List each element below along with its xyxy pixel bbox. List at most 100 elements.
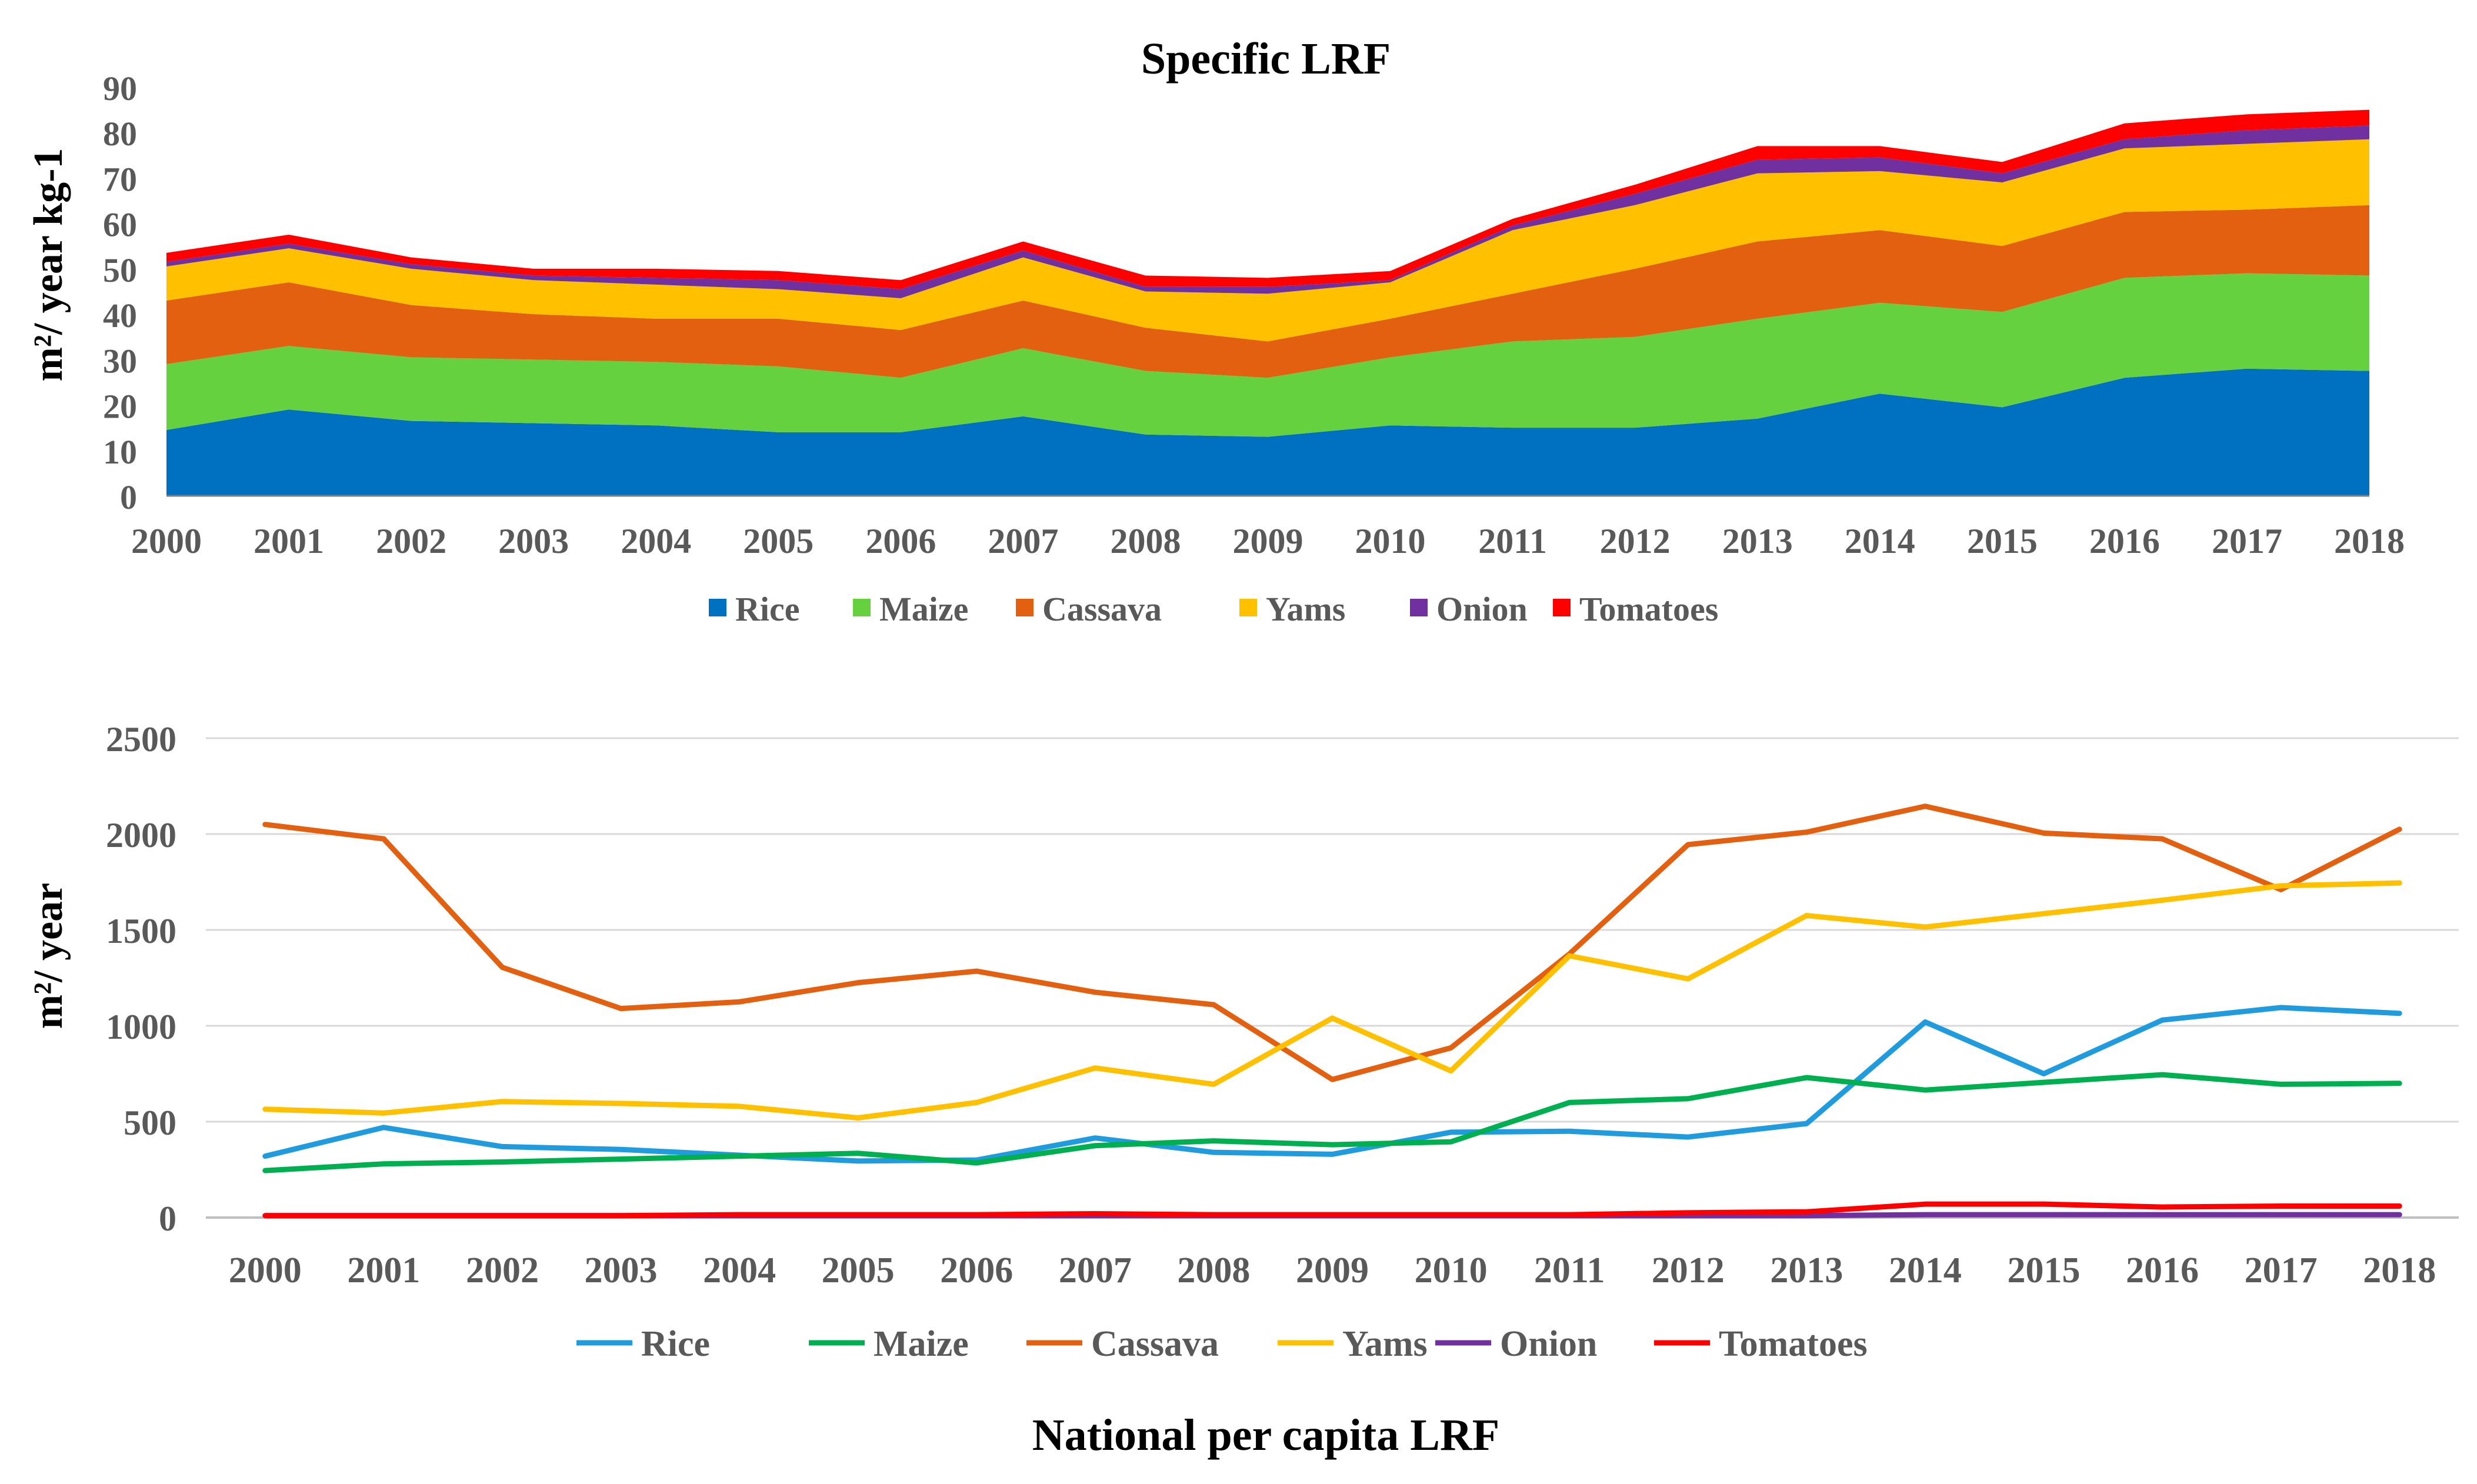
area-legend-swatch xyxy=(1239,599,1257,616)
area-y-tick-label: 90 xyxy=(103,69,137,108)
area-y-tick-label: 20 xyxy=(103,388,137,426)
area-x-tick-label: 2017 xyxy=(2212,522,2282,561)
area-series-onion xyxy=(166,125,2369,299)
area-chart-title: Specific LRF xyxy=(1141,34,1391,84)
line-x-tick-label: 2009 xyxy=(1296,1250,1369,1290)
area-x-tick-label: 2002 xyxy=(376,522,446,561)
area-series-rice xyxy=(166,368,2369,496)
area-x-tick-label: 2003 xyxy=(498,522,569,561)
line-x-tick-label: 2010 xyxy=(1415,1250,1488,1290)
area-axes: 0 10 20 30 40 50 60 70 80 90 2000 2001 2002 2003 2004 2… xyxy=(103,69,2405,561)
line-x-tick-label: 2015 xyxy=(2007,1250,2080,1290)
area-series-maize xyxy=(166,273,2369,437)
area-legend-label: Maize xyxy=(879,590,968,628)
area-legend-item-cassava: Cassava xyxy=(1016,590,1162,628)
line-series-tomatoes xyxy=(262,1201,2402,1219)
area-legend-swatch xyxy=(1016,599,1034,616)
area-legend-swatch xyxy=(1553,599,1571,616)
area-x-tick-label: 2015 xyxy=(1967,522,2038,561)
line-x-tick-label: 2008 xyxy=(1177,1250,1250,1290)
national-lrf-line-chart: m²/ year 0 500 1000 1500 2000 2500 2000 2001 200… xyxy=(26,720,2459,1460)
line-plot xyxy=(262,803,2402,1219)
line-legend-label: Cassava xyxy=(1091,1324,1219,1364)
area-legend-swatch xyxy=(709,599,726,616)
line-x-tick-label: 2014 xyxy=(1889,1250,1962,1290)
line-legend-label: Onion xyxy=(1500,1324,1597,1364)
line-legend-item-yams: Yams xyxy=(1278,1324,1428,1364)
line-axes: 0 500 1000 1500 2000 2500 2000 2001 2002 2003 2004… xyxy=(106,720,2436,1290)
line-x-tick-label: 2003 xyxy=(585,1250,658,1290)
line-legend-item-maize: Maize xyxy=(809,1324,969,1364)
area-y-tick-label: 60 xyxy=(103,206,137,244)
line-series-rice xyxy=(262,1005,2402,1164)
line-x-tick-label: 2012 xyxy=(1652,1250,1725,1290)
area-x-tick-label: 2000 xyxy=(131,522,202,561)
line-x-tick-label: 2016 xyxy=(2126,1250,2199,1290)
area-plot xyxy=(166,109,2369,496)
line-legend-label: Rice xyxy=(641,1324,710,1364)
area-chart-y-axis-label: m²/ year kg-1 xyxy=(26,148,71,382)
area-x-tick-label: 2001 xyxy=(254,522,324,561)
area-x-tick-label: 2004 xyxy=(621,522,691,561)
line-chart-title: National per capita LRF xyxy=(1032,1410,1499,1460)
line-legend-label: Maize xyxy=(874,1324,969,1364)
area-legend-label: Rice xyxy=(735,590,800,628)
line-legend-item-onion: Onion xyxy=(1435,1324,1597,1364)
line-chart-legend: Rice Maize Cassava Yams Onion Tomatoes xyxy=(576,1324,1868,1364)
area-legend-item-onion: Onion xyxy=(1410,590,1528,628)
area-x-tick-label: 2007 xyxy=(988,522,1058,561)
line-x-tick-label: 2004 xyxy=(703,1250,776,1290)
area-x-tick-label: 2008 xyxy=(1110,522,1181,561)
line-y-tick-label: 500 xyxy=(124,1103,176,1142)
line-y-tick-label: 2500 xyxy=(106,720,176,759)
line-y-tick-label: 0 xyxy=(159,1199,176,1238)
line-chart-y-axis-label: m²/ year xyxy=(26,883,71,1029)
line-legend-label: Tomatoes xyxy=(1719,1324,1868,1364)
line-x-tick-label: 2011 xyxy=(1534,1250,1605,1290)
area-x-tick-label: 2016 xyxy=(2089,522,2160,561)
area-y-tick-label: 80 xyxy=(103,115,137,153)
line-y-tick-label: 1000 xyxy=(106,1008,176,1046)
area-legend-swatch xyxy=(853,599,871,616)
area-series-tomatoes xyxy=(166,109,2369,289)
line-legend-item-tomatoes: Tomatoes xyxy=(1654,1324,1868,1364)
area-y-tick-label: 10 xyxy=(103,433,137,471)
area-legend-label: Onion xyxy=(1436,590,1528,628)
area-x-tick-label: 2006 xyxy=(865,522,936,561)
line-legend-item-cassava: Cassava xyxy=(1026,1324,1219,1364)
area-series-yams xyxy=(166,139,2369,342)
line-x-tick-label: 2017 xyxy=(2245,1250,2318,1290)
area-x-tick-label: 2018 xyxy=(2334,522,2405,561)
area-y-tick-label: 0 xyxy=(120,478,137,516)
area-legend-label: Yams xyxy=(1266,590,1345,628)
line-x-tick-label: 2013 xyxy=(1770,1250,1843,1290)
line-legend-label: Yams xyxy=(1342,1324,1428,1364)
specific-lrf-area-chart: Specific LRF m²/ year kg-1 0 10 20 30 40 50 60… xyxy=(26,34,2405,628)
area-y-tick-label: 30 xyxy=(103,342,137,380)
line-x-tick-label: 2005 xyxy=(822,1250,895,1290)
area-y-tick-label: 40 xyxy=(103,296,137,335)
line-x-tick-label: 2001 xyxy=(347,1250,420,1290)
area-x-tick-label: 2012 xyxy=(1600,522,1671,561)
area-legend-item-rice: Rice xyxy=(709,590,800,628)
area-y-tick-label: 70 xyxy=(103,160,137,198)
line-series-yams xyxy=(262,880,2402,1120)
area-legend-label: Tomatoes xyxy=(1579,590,1718,628)
line-series-maize xyxy=(262,1072,2402,1173)
area-legend-swatch xyxy=(1410,599,1428,616)
line-x-tick-label: 2000 xyxy=(229,1250,302,1290)
area-x-tick-label: 2005 xyxy=(743,522,814,561)
area-x-tick-label: 2009 xyxy=(1233,522,1303,561)
area-legend-item-yams: Yams xyxy=(1239,590,1345,628)
line-x-tick-label: 2002 xyxy=(466,1250,539,1290)
line-x-tick-label: 2006 xyxy=(940,1250,1013,1290)
line-x-tick-label: 2007 xyxy=(1059,1250,1132,1290)
area-legend-item-maize: Maize xyxy=(853,590,968,628)
area-y-tick-label: 50 xyxy=(103,251,137,289)
area-series-cassava xyxy=(166,205,2369,378)
area-x-tick-label: 2010 xyxy=(1355,522,1426,561)
area-legend-item-tomatoes: Tomatoes xyxy=(1553,590,1718,628)
line-series-cassava xyxy=(262,803,2402,1082)
line-x-tick-label: 2018 xyxy=(2363,1250,2436,1290)
